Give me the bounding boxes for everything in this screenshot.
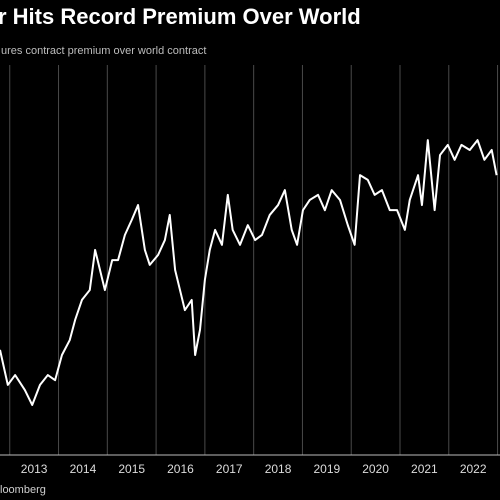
x-tick-label: 2017 <box>216 462 243 476</box>
data-line <box>0 139 498 406</box>
x-tick-label: 2021 <box>411 462 438 476</box>
x-tick-label: 2016 <box>167 462 194 476</box>
x-tick-label: 2020 <box>362 462 389 476</box>
chart-subtitle: ures contract premium over world contrac… <box>1 45 206 57</box>
x-tick-label: 2015 <box>118 462 145 476</box>
x-tick-label: 2018 <box>265 462 292 476</box>
x-tick-label: 2022 <box>460 462 487 476</box>
x-tick-label: 2019 <box>313 462 340 476</box>
x-tick-label: 2014 <box>70 462 97 476</box>
source-note: loomberg <box>0 484 46 496</box>
chart-title: r Hits Record Premium Over World <box>0 4 361 29</box>
x-tick-label: 2013 <box>21 462 48 476</box>
